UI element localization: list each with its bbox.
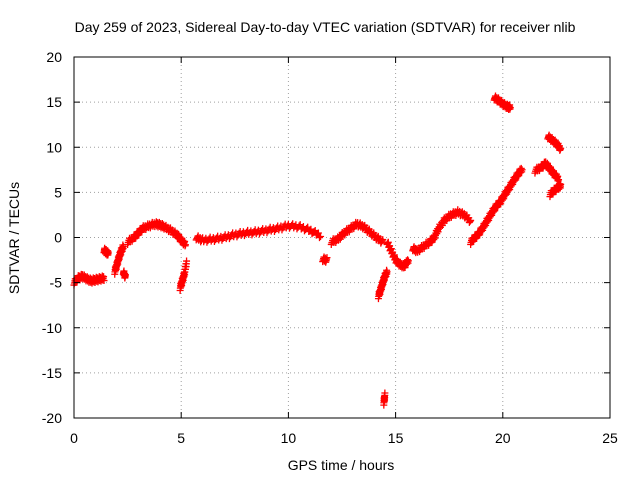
data-point — [381, 389, 389, 397]
data-point — [323, 254, 331, 262]
data-point — [557, 144, 565, 152]
y-tick-label: -15 — [42, 365, 62, 381]
y-tick-label: 0 — [54, 230, 62, 246]
y-tick-label: 10 — [46, 139, 62, 155]
data-point — [183, 257, 191, 265]
y-tick-label: -5 — [50, 275, 63, 291]
data-point — [379, 236, 387, 244]
chart-title: Day 259 of 2023, Sidereal Day-to-day VTE… — [75, 19, 576, 35]
x-tick-label: 0 — [70, 430, 78, 446]
x-tick-label: 10 — [281, 430, 297, 446]
data-point — [404, 257, 412, 265]
y-axis-label: SDTVAR / TECUs — [6, 182, 22, 294]
x-axis-label: GPS time / hours — [288, 457, 395, 473]
data-point — [104, 248, 112, 256]
axes-layer: 0 5 10 15 20 25 -20 -15 -10 -5 0 5 10 15 20 — [42, 49, 618, 446]
x-tick-label: 25 — [602, 430, 618, 446]
data-point — [383, 268, 391, 276]
x-tick-label: 5 — [177, 430, 185, 446]
data-layer — [70, 92, 565, 409]
y-tick-label: -20 — [42, 410, 62, 426]
data-point — [467, 216, 475, 224]
y-tick-label: 20 — [46, 49, 62, 65]
data-point — [181, 241, 189, 249]
data-point — [119, 243, 127, 251]
data-point — [315, 234, 323, 242]
data-point — [518, 166, 526, 174]
x-tick-label: 15 — [388, 430, 404, 446]
data-point — [100, 277, 108, 285]
y-tick-label: 5 — [54, 184, 62, 200]
x-tick-label: 20 — [495, 430, 511, 446]
y-tick-label: 15 — [46, 94, 62, 110]
data-point — [317, 233, 325, 241]
data-point — [314, 229, 322, 237]
data-point — [506, 104, 514, 112]
data-point — [121, 271, 129, 279]
y-tick-label: -10 — [42, 320, 62, 336]
data-point — [557, 180, 565, 188]
